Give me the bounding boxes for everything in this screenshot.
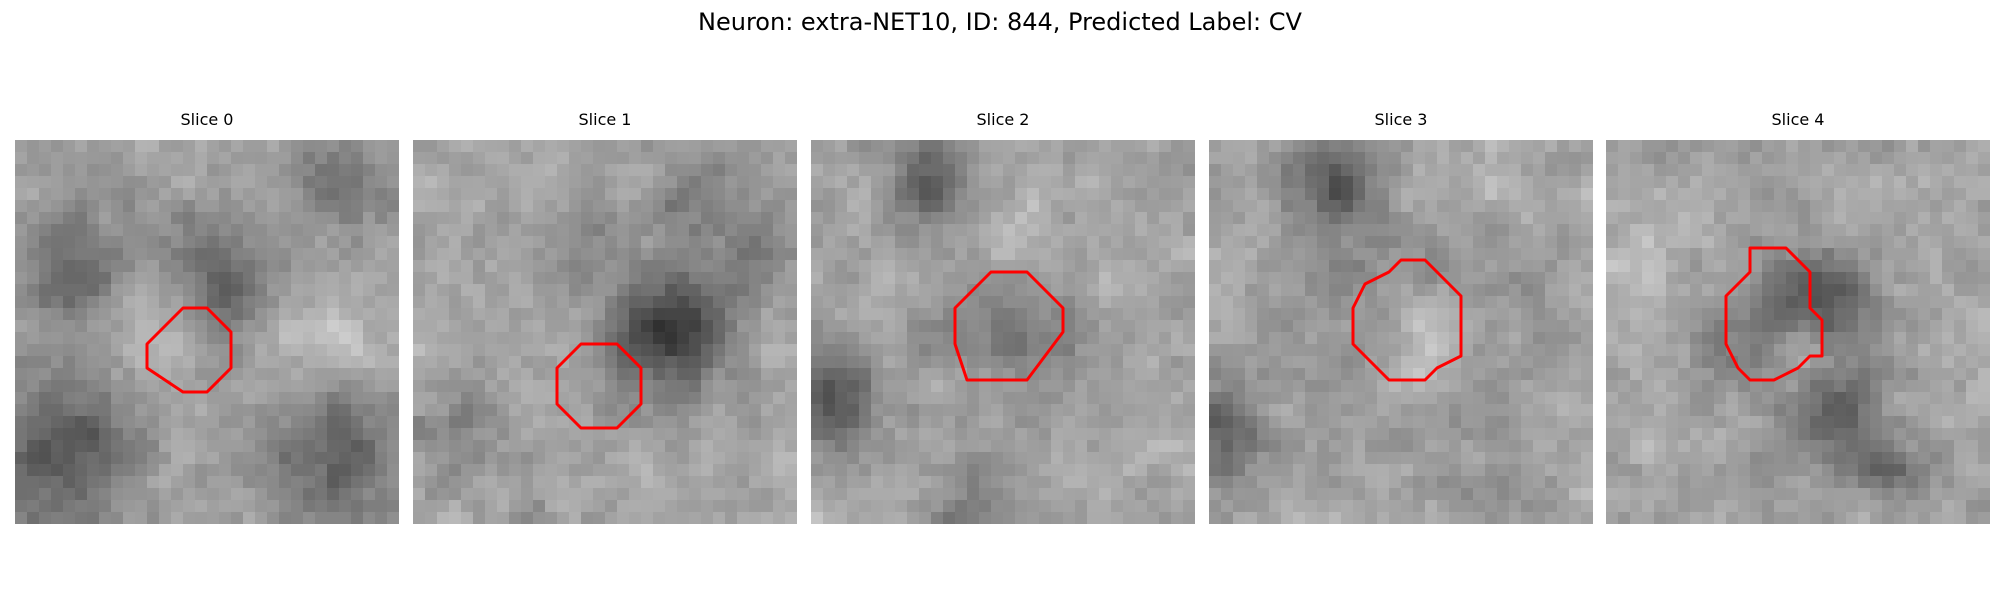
roi-contour-2 xyxy=(953,270,1065,382)
slice-panel-2: Slice 2 xyxy=(811,106,1195,524)
slice-panel-1: Slice 1 xyxy=(413,106,797,524)
slice-title-4: Slice 4 xyxy=(1771,110,1825,129)
slice-title-1: Slice 1 xyxy=(578,110,632,129)
slice-image-1 xyxy=(413,140,797,524)
slice-title-2: Slice 2 xyxy=(976,110,1030,129)
slice-image-3 xyxy=(1209,140,1593,524)
slice-title-0: Slice 0 xyxy=(180,110,234,129)
slice-image-2 xyxy=(811,140,1195,524)
slice-image-0 xyxy=(15,140,399,524)
slice-panel-0: Slice 0 xyxy=(15,106,399,524)
roi-contour-4 xyxy=(1724,246,1824,382)
slice-pixels-1 xyxy=(413,140,797,524)
slice-pixels-3 xyxy=(1209,140,1593,524)
roi-contour-0 xyxy=(145,306,233,394)
slice-image-4 xyxy=(1606,140,1990,524)
figure-title: Neuron: extra-NET10, ID: 844, Predicted … xyxy=(698,8,1302,36)
slice-pixels-2 xyxy=(811,140,1195,524)
slice-panel-4: Slice 4 xyxy=(1606,106,1990,524)
slice-panel-3: Slice 3 xyxy=(1209,106,1593,524)
roi-contour-1 xyxy=(555,342,643,430)
slice-pixels-4 xyxy=(1606,140,1990,524)
slice-pixels-0 xyxy=(15,140,399,524)
roi-contour-3 xyxy=(1351,258,1463,382)
slice-title-3: Slice 3 xyxy=(1374,110,1428,129)
